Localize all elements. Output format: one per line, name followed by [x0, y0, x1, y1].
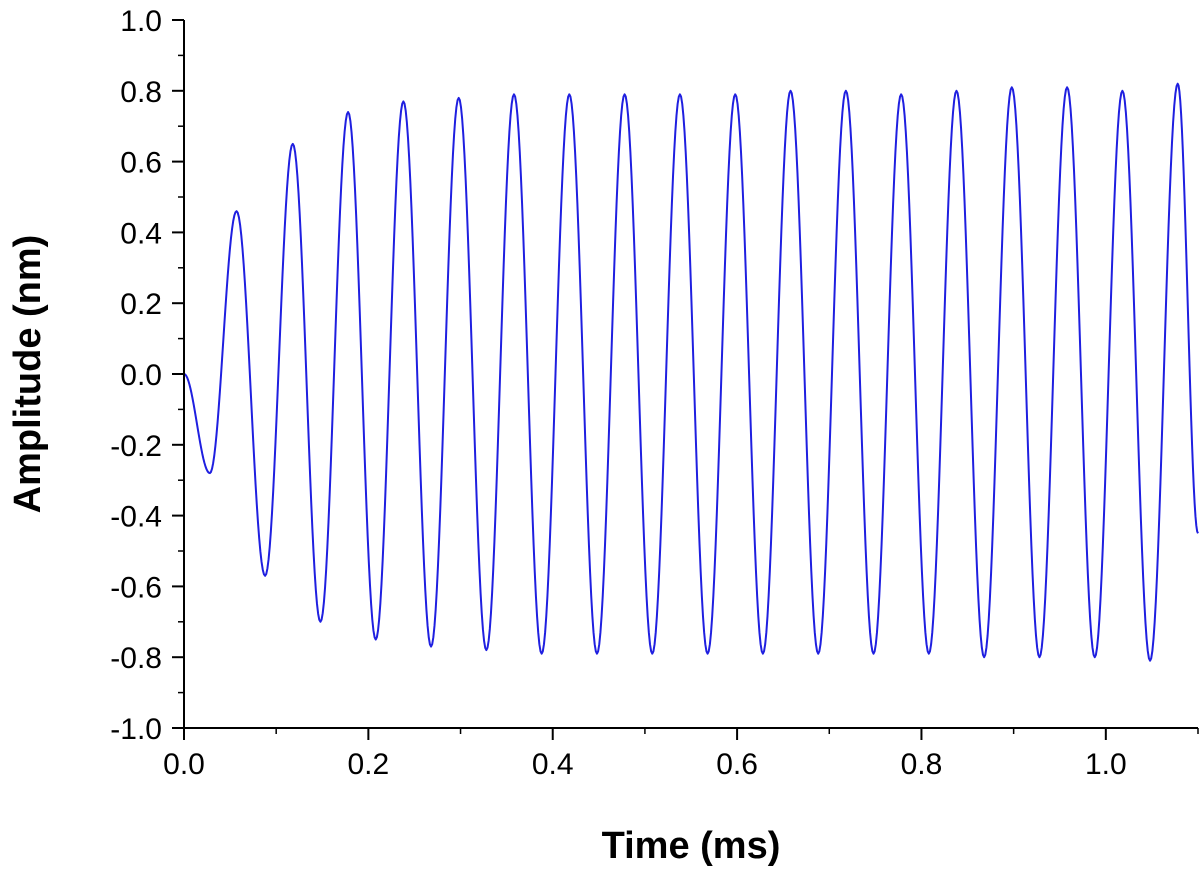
- x-axis: 0.0 0.2 0.4 0.6 0.8 1.0: [163, 727, 1199, 781]
- x-tick-label: 0.4: [532, 748, 574, 781]
- y-tick-label: -1.0: [110, 713, 162, 746]
- y-tick-label: 0.0: [120, 359, 162, 392]
- plot-area: [183, 82, 1199, 662]
- x-tick-label: 0.6: [716, 748, 758, 781]
- signal-series-line-0: [183, 82, 1199, 662]
- y-tick-label: -0.6: [110, 571, 162, 604]
- y-axis: 1.0 0.8 0.6 0.4 0.2 0.0 -0.2 -0.4 -0.6 -0.8 -1.0: [110, 5, 185, 746]
- x-tick-label: 0.2: [348, 748, 390, 781]
- y-axis-title: Amplitude (nm): [7, 235, 49, 514]
- x-tick-label: 0.8: [901, 748, 943, 781]
- y-tick-label: -0.8: [110, 642, 162, 675]
- y-tick-label: 0.2: [120, 288, 162, 321]
- x-axis-title: Time (ms): [602, 825, 781, 867]
- x-tick-label: 0.0: [163, 748, 205, 781]
- y-tick-label: -0.4: [110, 501, 162, 534]
- x-tick-label: 1.0: [1085, 748, 1127, 781]
- y-tick-label: 1.0: [120, 5, 162, 38]
- y-tick-label: -0.2: [110, 430, 162, 463]
- y-tick-label: 0.6: [120, 147, 162, 180]
- y-tick-label: 0.8: [120, 76, 162, 109]
- y-tick-label: 0.4: [120, 217, 162, 250]
